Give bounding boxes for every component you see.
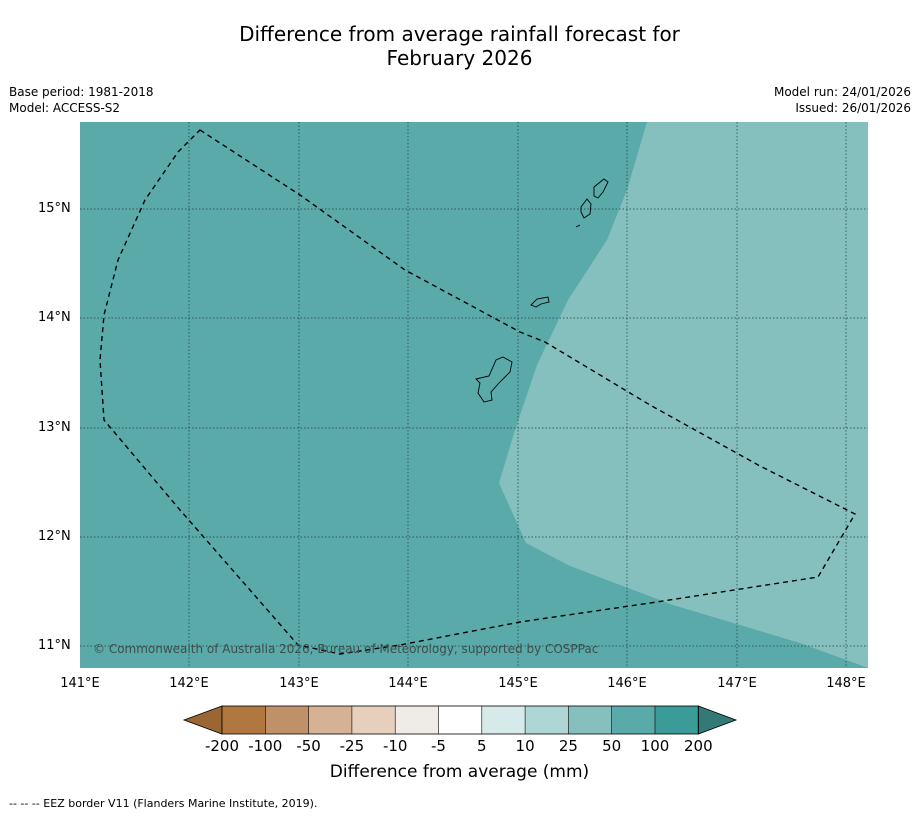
colorbar-tick-label: 200 bbox=[683, 737, 713, 755]
issued-date: Issued: 26/01/2026 bbox=[795, 101, 911, 115]
islands bbox=[475, 178, 609, 403]
colorbar-segment bbox=[222, 706, 266, 734]
colorbar-segment bbox=[351, 706, 396, 734]
colorbar-title: Difference from average (mm) bbox=[329, 762, 590, 782]
island-guam bbox=[475, 356, 513, 403]
lon-label-141e: 141°E bbox=[60, 676, 100, 691]
colorbar-extend-low bbox=[182, 705, 223, 735]
island-saipan bbox=[593, 178, 609, 199]
meta-right: Model run: 24/01/2026 Issued: 26/01/2026 bbox=[774, 84, 911, 116]
meta-left: Base period: 1981-2018 Model: ACCESS-S2 bbox=[9, 84, 154, 116]
chart-title: Difference from average rainfall forecas… bbox=[0, 22, 919, 70]
eez-border bbox=[99, 129, 856, 655]
colorbar-tick-label: -50 bbox=[296, 737, 321, 755]
colorbar-segment bbox=[395, 706, 439, 734]
colorbar-segment bbox=[265, 706, 309, 734]
lat-label-14n: 14°N bbox=[38, 310, 71, 325]
copyright-notice: © Commonwealth of Australia 2026, Bureau… bbox=[93, 642, 599, 656]
colorbar-tick-label: 10 bbox=[515, 737, 535, 755]
island-tinian bbox=[580, 198, 592, 219]
colorbar-extend-high bbox=[697, 705, 738, 735]
colorbar-tick-label: -100 bbox=[248, 737, 283, 755]
colorbar-tick-label: 5 bbox=[477, 737, 487, 755]
colorbar-tick-label: -200 bbox=[204, 737, 240, 755]
lat-label-13n: 13°N bbox=[38, 420, 71, 435]
lon-label-145e: 145°E bbox=[498, 676, 538, 691]
lon-label-148e: 148°E bbox=[826, 676, 866, 691]
rainfall-map bbox=[80, 122, 868, 668]
colorbar-segment bbox=[481, 706, 526, 734]
lat-label-12n: 12°N bbox=[38, 529, 71, 544]
colorbar-segment bbox=[568, 706, 612, 734]
island-aguijan bbox=[575, 224, 581, 228]
base-period: Base period: 1981-2018 bbox=[9, 85, 154, 99]
lon-label-144e: 144°E bbox=[388, 676, 428, 691]
island-rota bbox=[530, 296, 550, 308]
lon-label-143e: 143°E bbox=[279, 676, 319, 691]
colorbar-segment bbox=[308, 706, 352, 734]
colorbar-tick-label: 25 bbox=[558, 737, 578, 755]
title-line-2: February 2026 bbox=[386, 46, 533, 70]
colorbar-tick-label: 50 bbox=[602, 737, 622, 755]
colorbar-frame bbox=[221, 705, 699, 735]
colorbar-segment bbox=[438, 706, 482, 734]
colorbar-tick-label: -10 bbox=[382, 737, 408, 755]
model-run: Model run: 24/01/2026 bbox=[773, 85, 911, 99]
title-line-1: Difference from average rainfall forecas… bbox=[239, 22, 680, 46]
lon-label-147e: 147°E bbox=[717, 676, 757, 691]
model-name: Model: ACCESS-S2 bbox=[9, 101, 121, 115]
graticule bbox=[80, 122, 868, 668]
colorbar-tick-label: 100 bbox=[640, 737, 670, 755]
lon-label-142e: 142°E bbox=[169, 676, 209, 691]
colorbar bbox=[182, 705, 738, 735]
colorbar-segment bbox=[611, 706, 655, 734]
colorbar-tick-label: -25 bbox=[339, 737, 365, 755]
region-25-50 bbox=[499, 122, 868, 668]
colorbar-segment bbox=[655, 706, 699, 734]
eez-footnote: -- -- -- EEZ border V11 (Flanders Marine… bbox=[9, 797, 318, 810]
colorbar-tick-label: -5 bbox=[431, 737, 446, 755]
lon-label-146e: 146°E bbox=[607, 676, 647, 691]
lat-label-11n: 11°N bbox=[38, 638, 71, 653]
lat-label-15n: 15°N bbox=[38, 201, 71, 216]
colorbar-segment bbox=[525, 706, 569, 734]
